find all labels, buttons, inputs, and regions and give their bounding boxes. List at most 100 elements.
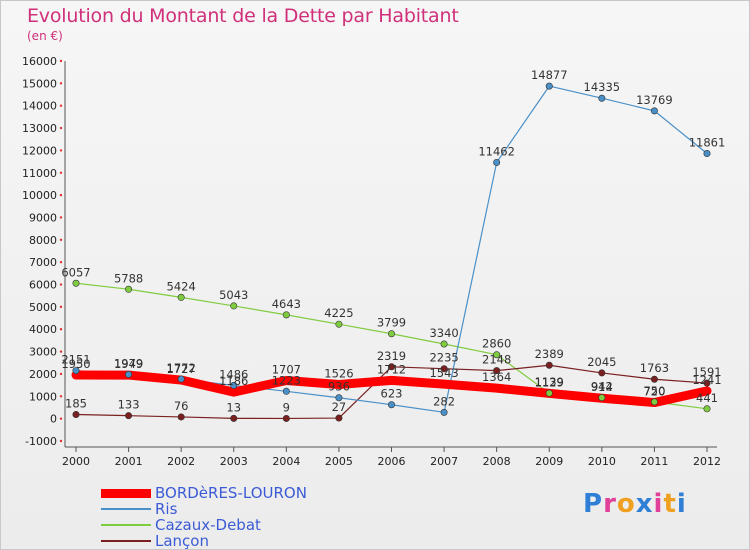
data-label: 1950 <box>61 357 90 371</box>
y-tick-label: 9000 <box>29 211 57 224</box>
data-label: 441 <box>696 391 718 405</box>
y-tick-label: 3000 <box>29 346 57 359</box>
x-tick-label: 2000 <box>62 455 90 468</box>
y-tick-mark <box>59 238 63 242</box>
data-label: 2389 <box>535 347 564 361</box>
data-point <box>545 82 553 90</box>
data-label: 623 <box>381 387 403 401</box>
data-point <box>72 279 80 287</box>
legend-item: Ris <box>101 500 307 518</box>
y-tick-mark <box>59 149 63 152</box>
data-label: 1526 <box>324 367 353 381</box>
y-tick-mark <box>59 82 63 85</box>
legend-swatch <box>101 540 151 542</box>
data-point <box>387 401 395 409</box>
data-label: 5788 <box>114 271 143 285</box>
data-point <box>125 412 133 420</box>
y-tick-label: 5000 <box>29 301 57 314</box>
y-tick-mark <box>59 439 63 443</box>
data-label: 1763 <box>640 361 669 375</box>
data-label: 936 <box>328 380 350 394</box>
data-label: 1129 <box>535 375 564 389</box>
data-point <box>440 408 448 416</box>
chart-legend: BORDèRES-LOURON Ris Cazaux-Debat Lançon <box>101 484 307 550</box>
data-point <box>493 367 501 375</box>
data-point <box>335 414 343 422</box>
y-tick-mark <box>59 395 63 398</box>
data-point <box>440 365 448 373</box>
data-point <box>598 394 606 402</box>
data-label: 9 <box>283 400 290 414</box>
data-point <box>387 363 395 371</box>
y-tick-mark <box>59 104 63 107</box>
data-point <box>703 150 711 158</box>
data-point <box>282 387 290 395</box>
data-label: 1979 <box>114 356 143 370</box>
data-label: 1139 <box>535 375 564 389</box>
data-point <box>650 375 658 383</box>
y-tick-mark <box>59 260 63 264</box>
y-tick-label: 11000 <box>22 167 57 180</box>
data-label: 750 <box>643 384 665 398</box>
data-point <box>230 302 238 310</box>
x-tick-label: 2002 <box>167 455 195 468</box>
data-label: 2148 <box>482 353 511 367</box>
data-label: 1364 <box>482 370 511 384</box>
y-tick-label: 16000 <box>22 55 57 68</box>
y-tick-mark <box>59 305 63 309</box>
data-point <box>650 398 658 406</box>
y-tick-label: 4000 <box>29 323 57 336</box>
legend-label: Cazaux-Debat <box>155 516 261 534</box>
y-tick-mark <box>59 171 63 174</box>
data-point <box>335 320 343 328</box>
data-point <box>703 379 711 387</box>
y-tick-mark <box>59 216 63 219</box>
data-point <box>387 330 395 338</box>
data-point <box>282 414 290 422</box>
data-label: 27 <box>332 400 347 414</box>
y-tick-label: 14000 <box>22 100 57 113</box>
chart-title: Evolution du Montant de la Dette par Hab… <box>27 5 459 27</box>
data-point <box>230 381 238 389</box>
data-label: 1543 <box>429 366 458 380</box>
data-label: 11462 <box>478 144 515 158</box>
y-tick-label: 15000 <box>22 77 57 90</box>
data-label: 1486 <box>219 367 248 381</box>
x-tick-label: 2008 <box>483 455 511 468</box>
data-label: 133 <box>118 398 140 412</box>
chart-subtitle: (en €) <box>27 29 63 43</box>
legend-item: BORDèRES-LOURON <box>101 484 307 502</box>
legend-item: Lançon <box>101 532 307 550</box>
legend-swatch <box>101 508 151 510</box>
logo-letter: o <box>616 489 636 519</box>
data-point <box>493 158 501 166</box>
data-point <box>598 94 606 102</box>
y-tick-label: 8000 <box>29 234 57 247</box>
legend-label: Ris <box>155 500 178 518</box>
logo-letter: x <box>635 489 654 519</box>
data-point <box>703 405 711 413</box>
data-label: 914 <box>591 380 613 394</box>
data-point <box>177 375 185 383</box>
data-label: 942 <box>591 380 613 394</box>
data-point <box>545 389 553 397</box>
data-label: 3799 <box>377 316 406 330</box>
x-tick-label: 2003 <box>220 455 248 468</box>
logo-letter: i <box>653 489 664 519</box>
data-label: 1591 <box>692 365 721 379</box>
legend-swatch <box>101 524 151 526</box>
y-tick-label: 6000 <box>29 279 57 292</box>
y-tick-mark <box>59 59 63 63</box>
data-label: 2045 <box>587 355 616 369</box>
data-point <box>493 351 501 359</box>
x-tick-label: 2007 <box>430 455 458 468</box>
data-label: 13 <box>226 400 241 414</box>
y-tick-label: -1000 <box>25 435 57 448</box>
y-tick-label: 7000 <box>29 256 57 269</box>
y-tick-label: 1000 <box>29 390 57 403</box>
data-point <box>177 293 185 301</box>
data-label: 185 <box>65 397 87 411</box>
data-label: 2860 <box>482 337 511 351</box>
data-point <box>72 411 80 419</box>
